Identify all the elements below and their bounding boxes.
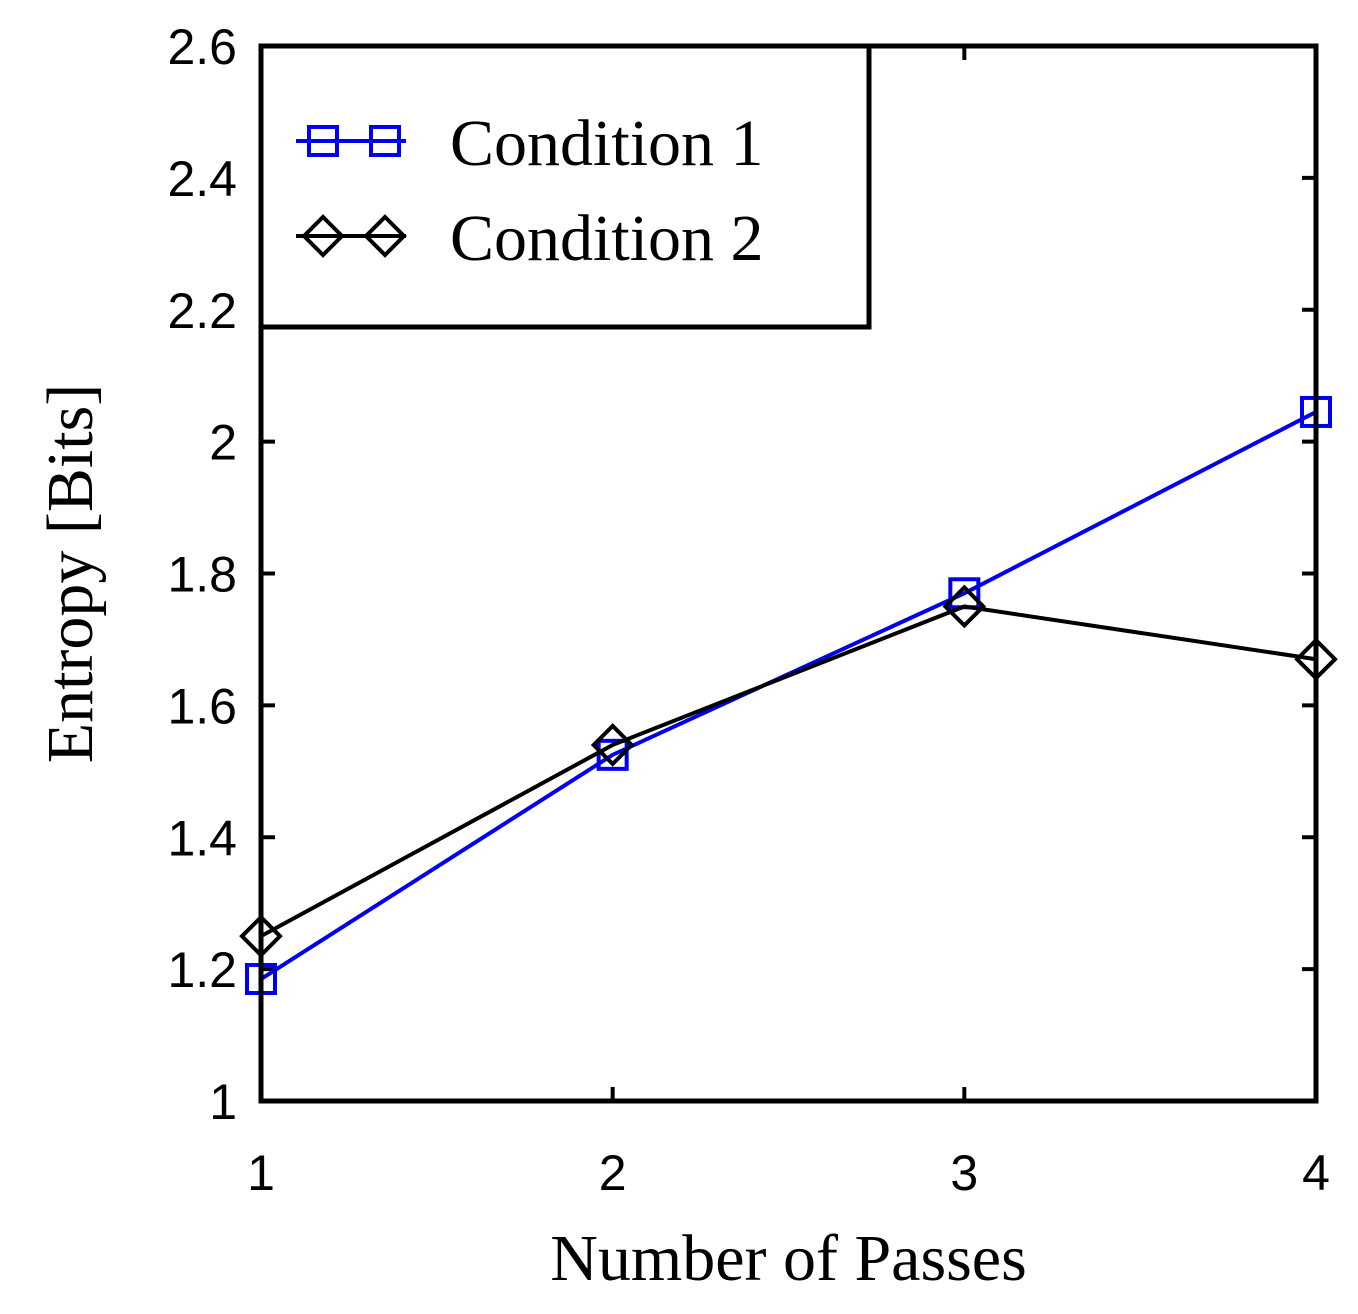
x-tick-label: 2 (599, 1145, 627, 1201)
series-2-point (590, 723, 635, 767)
series-2 (239, 584, 1338, 958)
x-tick-label: 3 (950, 1145, 978, 1201)
legend-marker (363, 214, 407, 258)
series-1-point (596, 738, 629, 771)
y-tick-label: 2.6 (167, 19, 237, 75)
legend-label: Condition 1 (450, 107, 764, 180)
legend-label: Condition 2 (450, 202, 764, 275)
y-tick-label: 1.6 (167, 678, 237, 734)
y-tick-label: 1.2 (167, 942, 237, 998)
series-2-line (260, 604, 1317, 938)
legend-marker (301, 214, 345, 258)
legend-marker (369, 125, 401, 157)
legend-entry-1: Condition 1 (296, 107, 764, 180)
x-tick-label: 4 (1302, 1145, 1330, 1201)
y-tick-label: 2.2 (167, 283, 237, 339)
x-tick-label: 1 (247, 1145, 275, 1201)
series-1-line (259, 410, 1317, 981)
x-axis-title: Number of Passes (550, 1222, 1027, 1295)
y-tick-label: 1.4 (167, 810, 237, 866)
y-axis-title: Entropy [Bits] (34, 384, 107, 763)
y-tick-label: 1.8 (167, 547, 237, 603)
axis-ticks: 1 1.2 1.4 1.6 1.8 2 2.2 2.4 2.6 1 2 3 4 (167, 19, 1329, 1201)
legend-marker (307, 125, 339, 157)
y-tick-label: 2.4 (167, 151, 237, 207)
series-layer (239, 395, 1338, 996)
legend: Condition 1 Condition 2 (258, 43, 872, 330)
series-1 (245, 395, 1332, 996)
y-tick-label: 2 (209, 415, 237, 471)
legend-box (258, 43, 872, 330)
legend-entry-2: Condition 2 (296, 202, 764, 275)
series-2-point (942, 584, 987, 629)
y-tick-label: 1 (209, 1074, 237, 1130)
